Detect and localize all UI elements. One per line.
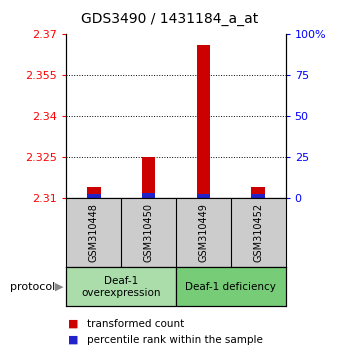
Text: ■: ■ [68, 335, 79, 345]
Text: percentile rank within the sample: percentile rank within the sample [87, 335, 262, 345]
Bar [197, 194, 210, 198]
Text: transformed count: transformed count [87, 319, 184, 329]
Text: GDS3490 / 1431184_a_at: GDS3490 / 1431184_a_at [81, 12, 259, 27]
Text: GSM310449: GSM310449 [198, 203, 208, 262]
Text: GSM310452: GSM310452 [253, 203, 263, 262]
Bar [176, 267, 286, 306]
Bar [142, 157, 155, 198]
Text: GSM310448: GSM310448 [89, 203, 99, 262]
Bar [142, 193, 155, 198]
Text: protocol: protocol [10, 282, 55, 292]
Text: Deaf-1
overexpression: Deaf-1 overexpression [81, 276, 161, 298]
Text: Deaf-1 deficiency: Deaf-1 deficiency [185, 282, 276, 292]
Bar [87, 187, 101, 198]
Text: GSM310450: GSM310450 [143, 203, 154, 262]
Bar [66, 267, 176, 306]
Bar [251, 194, 265, 198]
Bar [197, 45, 210, 198]
Text: ■: ■ [68, 319, 79, 329]
Bar [87, 194, 101, 198]
Text: ▶: ▶ [55, 282, 64, 292]
Bar [251, 187, 265, 198]
